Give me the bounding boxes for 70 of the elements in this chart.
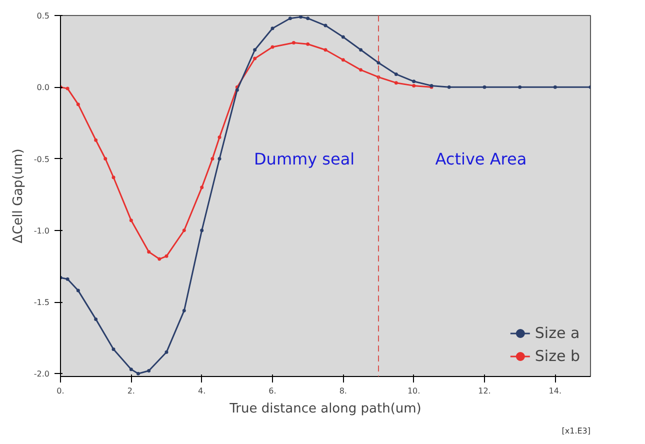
x-tick-label: 14. [548,386,562,396]
point [324,48,328,52]
point [270,45,274,49]
annotation: Active Area [435,149,527,168]
point [553,85,557,89]
legend-label: Size b [534,347,580,365]
point [136,372,140,376]
point [412,80,416,84]
point [94,138,98,142]
point [66,86,70,90]
point [94,317,98,321]
point [299,16,303,19]
point [253,56,257,60]
x-tick-label: 2. [127,386,135,396]
x-axis-title: True distance along path(um) [228,402,422,416]
point [164,350,168,354]
point [412,84,416,88]
y-tick-label: -0.5 [34,154,50,164]
point [112,176,116,180]
point [200,186,204,190]
point [218,136,222,140]
point [235,88,239,92]
y-tick-label: 0.0 [36,83,50,92]
point [376,61,380,65]
point [164,254,168,258]
point [129,218,133,222]
x-tick-label: 8. [339,386,347,396]
point [270,26,274,30]
point [306,16,310,20]
x-tick-label: 4. [198,386,206,396]
point [129,368,133,372]
point [182,228,186,232]
point [76,288,80,292]
point [182,308,186,312]
point [359,48,363,52]
point [324,24,328,28]
point [306,42,310,46]
text: [x1.E3] [562,426,591,436]
point [158,257,162,261]
y-tick-label: 0.5 [36,12,50,20]
point [292,40,296,44]
point [394,81,398,85]
point [253,48,257,52]
x-tick-label: 12. [478,386,491,396]
y-tick-label: -1.5 [34,298,50,308]
point [359,68,363,72]
point [104,157,108,160]
point [341,58,345,62]
point [76,102,80,106]
point [147,250,151,254]
point [112,348,116,352]
y-axis-title: ΔCell Gap(um) [10,148,26,244]
point [66,277,70,281]
point [210,157,214,160]
x-tick-label: 6. [268,386,276,396]
legend-label: Size a [534,324,580,342]
point [288,16,292,20]
annotation: Dummy seal [254,149,355,168]
point [218,157,222,160]
x-tick-label: 0. [56,386,64,396]
point [518,85,522,89]
point [341,35,345,39]
point [394,72,398,76]
point [447,85,451,89]
point [482,85,486,89]
point [147,369,151,373]
x-tick-label: 10. [407,386,420,396]
point [200,228,204,232]
y-tick-label: -2.0 [34,370,50,379]
y-tick-label: -1.0 [34,226,50,236]
